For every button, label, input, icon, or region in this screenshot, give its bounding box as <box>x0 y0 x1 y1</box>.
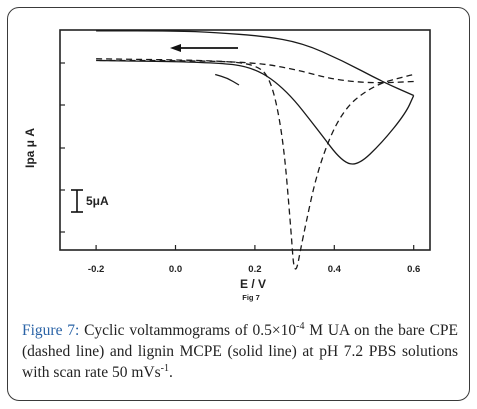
x-axis-label: E / V <box>240 277 266 291</box>
caption-body: Cyclic voltammograms of 0.5×10 <box>84 322 297 339</box>
chart-series <box>96 30 415 270</box>
scan-arrow-head <box>170 44 181 52</box>
chart-axes: -0.2 0.0 0.2 0.4 0.6 E / V Fig 7 Ipa μ A <box>23 29 431 302</box>
series-2-solid-line <box>96 59 415 165</box>
chart-annotations: 5μA <box>71 44 238 213</box>
caption-exponent-1: -4 <box>296 320 305 332</box>
caption-end: . <box>168 364 173 381</box>
y-axis-label: Ipa μ A <box>23 128 37 168</box>
x-tick-label-4: 0.6 <box>407 264 420 275</box>
figure-sublabel: Fig 7 <box>242 293 260 302</box>
series-4-solid-line <box>215 73 240 86</box>
series-0-dashed-line <box>96 58 414 270</box>
x-tick-label-2: 0.2 <box>248 264 261 275</box>
caption-body-2: M UA on the bare CPE (dashed line) and l… <box>22 322 459 381</box>
scale-bar-label: 5μA <box>86 194 109 208</box>
caption-exponent-2: -1 <box>160 362 169 374</box>
plot-border <box>59 29 431 251</box>
x-tick-label-1: 0.0 <box>169 264 182 275</box>
series-1-dashed-line <box>96 59 414 84</box>
x-tick-label-0: -0.2 <box>88 264 104 275</box>
figure-caption: Figure 7: Cyclic voltammograms of 0.5×10… <box>22 320 458 383</box>
series-3-solid-line <box>96 30 414 97</box>
caption-label: Figure 7: <box>22 322 80 339</box>
x-tick-label-3: 0.4 <box>328 264 342 275</box>
figure-frame <box>7 7 470 401</box>
